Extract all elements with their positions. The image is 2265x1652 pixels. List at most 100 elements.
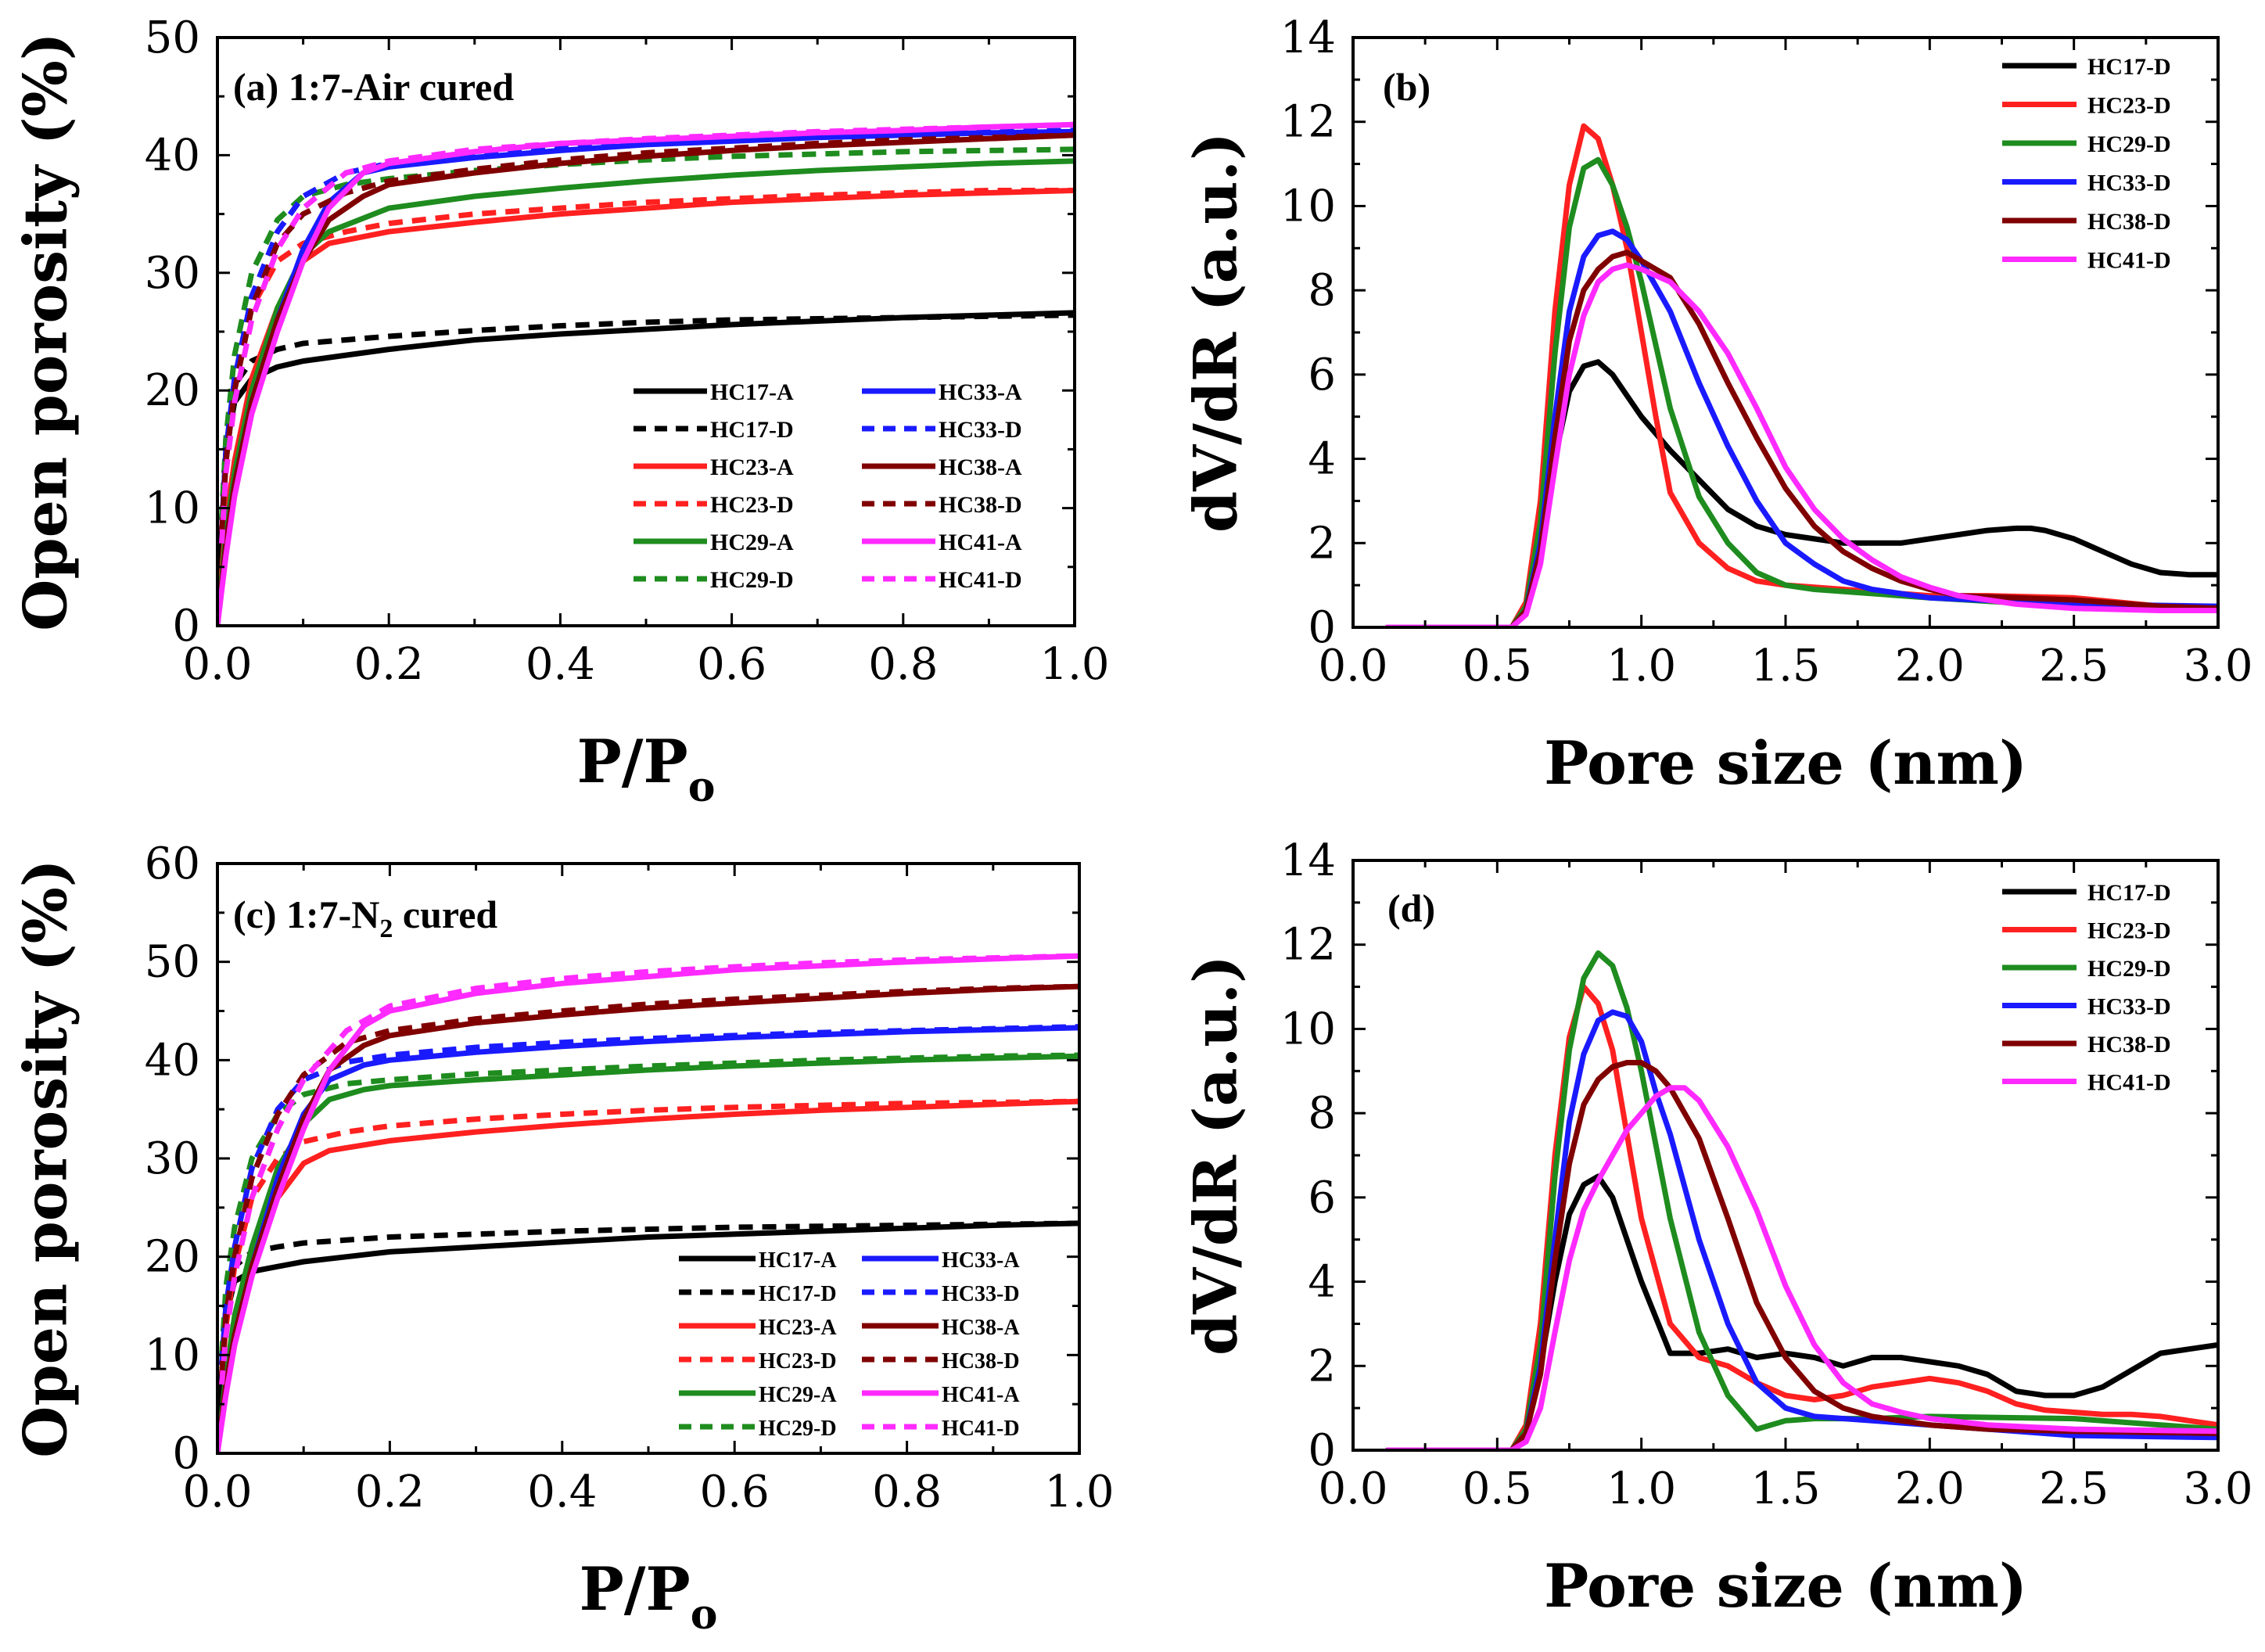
legend-label: HC41-D — [2087, 248, 2171, 274]
legend-label: HC33-A — [939, 379, 1022, 405]
series-group — [1384, 123, 2218, 627]
legend-label: HC38-D — [2087, 1032, 2171, 1058]
y-tick-label: 30 — [145, 1133, 200, 1184]
plot-frame — [1351, 859, 2220, 1452]
x-tick-label: 1.0 — [1606, 641, 1676, 691]
y-tick-label: 12 — [1280, 920, 1336, 971]
legend: HC17-D HC23-D HC29-D HC33-D HC38-D HC41-D — [2002, 54, 2171, 274]
y-tick-label: 12 — [1280, 97, 1336, 148]
legend-label: HC23-A — [710, 454, 794, 480]
legend-label: HC41-D — [939, 567, 1022, 593]
x-tick-label: 0.0 — [1318, 1463, 1387, 1514]
series-line-hc17-d — [1384, 1173, 2218, 1450]
y-tick-label: 0 — [1308, 602, 1336, 653]
legend-label: HC17-D — [2087, 54, 2171, 80]
y-tick-label: 4 — [1308, 1257, 1336, 1308]
x-tick-label: 0.2 — [355, 1467, 425, 1517]
legend-label: HC17-A — [759, 1248, 837, 1273]
legend-label: HC17-D — [710, 417, 794, 443]
legend-label: HC17-D — [2087, 880, 2171, 906]
y-tick-label: 6 — [1308, 1173, 1336, 1223]
legend-label: HC33-A — [942, 1248, 1020, 1273]
y-axis-label: Open porosity (%) — [11, 859, 81, 1458]
legend: HC17-D HC23-D HC29-D HC33-D HC38-D HC41-D — [2002, 880, 2171, 1096]
series-line-hc29-d — [1384, 156, 2218, 627]
x-tick-label: 2.5 — [2039, 641, 2109, 691]
y-tick-label: 50 — [145, 13, 200, 63]
y-axis-label: dV/dR (a.u.) — [1181, 955, 1251, 1356]
legend-label: HC23-D — [2087, 93, 2171, 119]
x-tick-label: 1.5 — [1750, 641, 1820, 691]
panel-label: (d) — [1387, 886, 1435, 930]
x-tick-label: 1.0 — [1039, 639, 1109, 690]
legend-label: HC29-A — [759, 1383, 837, 1407]
series-line-hc29-d — [219, 1052, 1079, 1356]
y-tick-label: 10 — [145, 483, 200, 534]
legend-label: HC33-D — [2087, 994, 2171, 1020]
y-tick-label: 8 — [1308, 1088, 1336, 1139]
y-tick-label: 6 — [1308, 350, 1336, 400]
legend-label: HC17-A — [710, 379, 794, 405]
x-tick-label: 3.0 — [2183, 1463, 2252, 1514]
x-tick-label: 1.0 — [1044, 1467, 1114, 1517]
panel-a: 0.0 0.2 0.4 0.6 0.8 1.0 0 10 20 30 40 50 P/Po Open po… — [11, 13, 1110, 811]
y-tick-label: 10 — [145, 1330, 200, 1381]
y-tick-label: 40 — [145, 1035, 200, 1086]
legend-label: HC38-D — [2087, 209, 2171, 235]
x-axis-label-subscript: o — [691, 1591, 718, 1639]
legend-label: HC38-A — [939, 454, 1022, 480]
x-tick-label: 0.8 — [868, 639, 938, 690]
x-axis-label: P/Po — [577, 727, 716, 811]
series-group — [217, 953, 1079, 1453]
x-tick-label: 0.2 — [354, 639, 424, 690]
legend-label: HC17-D — [759, 1282, 837, 1306]
legend-label: HC38-D — [942, 1349, 1020, 1374]
y-tick-label: 30 — [145, 248, 200, 299]
series-line-hc38-d — [219, 983, 1079, 1375]
legend-label: HC23-D — [2087, 918, 2171, 944]
panel-b: 0.0 0.5 1.0 1.5 2.0 2.5 3.0 0 2 4 6 8 10 12 14 Pore siz… — [1181, 13, 2253, 798]
legend-label: HC29-D — [2087, 956, 2171, 982]
series-line-hc41-d — [1384, 1085, 2218, 1450]
legend-label: HC29-D — [2087, 131, 2171, 157]
legend: HC17-A HC17-D HC23-A HC23-D HC29-A HC29-D HC33… — [634, 379, 1022, 593]
y-tick-label: 2 — [1308, 1341, 1336, 1392]
legend-label: HC23-A — [759, 1316, 837, 1340]
y-axis-label: Open porosity (%) — [11, 32, 81, 631]
series-group — [217, 121, 1075, 626]
series-line-hc38-d — [219, 132, 1075, 532]
x-tick-label: 1.0 — [1606, 1463, 1676, 1514]
x-axis-label: Pore size (nm) — [1544, 1551, 2027, 1621]
panel-c: 0.0 0.2 0.4 0.6 0.8 1.0 0 10 20 30 40 50 60 P/Po Open … — [11, 839, 1115, 1639]
x-tick-label: 0.8 — [872, 1467, 942, 1517]
legend-label: HC38-A — [942, 1316, 1020, 1340]
x-tick-label: 0.0 — [1318, 641, 1387, 691]
y-tick-label: 10 — [1280, 1004, 1336, 1054]
series-line-hc33-d — [219, 1024, 1079, 1366]
y-tick-label: 0 — [172, 1428, 200, 1479]
series-line-hc41-d — [219, 953, 1079, 1385]
y-tick-label: 40 — [145, 130, 200, 181]
y-tick-label: 50 — [145, 937, 200, 988]
legend-label: HC29-D — [710, 567, 794, 593]
series-line-hc33-d — [1384, 228, 2218, 627]
x-tick-label: 1.5 — [1750, 1463, 1820, 1514]
panel-d: 0.0 0.5 1.0 1.5 2.0 2.5 3.0 0 2 4 6 8 10 12 14 Pore siz… — [1181, 835, 2253, 1621]
panel-label: (b) — [1383, 65, 1430, 109]
y-tick-label: 4 — [1308, 434, 1336, 485]
legend-label: HC33-D — [942, 1282, 1020, 1306]
legend-label: HC41-A — [939, 530, 1022, 555]
x-tick-label: 0.5 — [1463, 641, 1532, 691]
legend-label: HC41-D — [942, 1417, 1020, 1441]
y-tick-label: 0 — [172, 601, 200, 652]
legend: HC17-A HC17-D HC23-A HC23-D HC29-A HC29-D HC33… — [679, 1248, 1020, 1441]
panel-label: (a) 1:7-Air cured — [233, 65, 514, 109]
y-axis-label: dV/dR (a.u.) — [1181, 132, 1251, 533]
x-tick-label: 2.0 — [1895, 641, 1965, 691]
y-tick-label: 14 — [1280, 835, 1336, 886]
x-tick-label: 0.0 — [182, 1467, 252, 1517]
y-tick-label: 0 — [1308, 1425, 1336, 1476]
legend-label: HC38-D — [939, 492, 1022, 518]
legend-label: HC33-D — [939, 417, 1022, 443]
